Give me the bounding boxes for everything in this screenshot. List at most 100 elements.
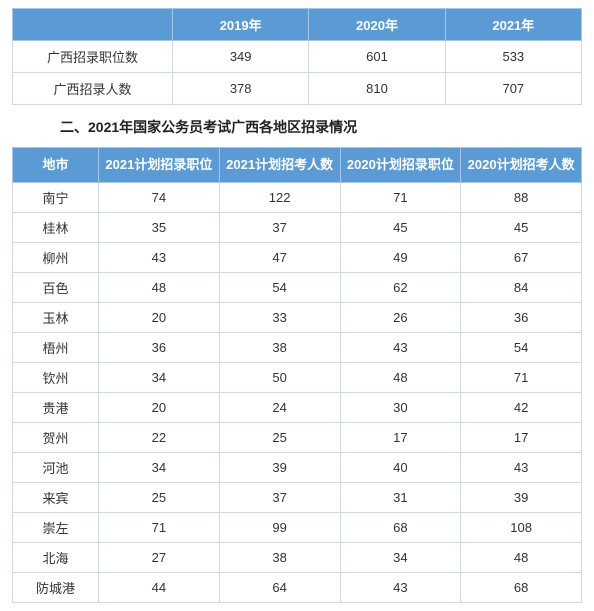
cell: 25 [99,483,220,513]
cell: 25 [219,423,340,453]
cell: 34 [99,363,220,393]
city-cell: 北海 [13,543,99,573]
cell: 122 [219,183,340,213]
city-cell: 柳州 [13,243,99,273]
cell: 45 [340,213,461,243]
cell: 38 [219,543,340,573]
cell: 43 [340,573,461,603]
cell: 36 [99,333,220,363]
table-row: 玉林20332636 [13,303,582,333]
row-label: 广西招录人数 [13,73,173,105]
cell: 64 [219,573,340,603]
col-2021-num: 2021计划招考人数 [219,148,340,183]
region-table: 地市 2021计划招录职位 2021计划招考人数 2020计划招录职位 2020… [12,147,582,603]
city-cell: 玉林 [13,303,99,333]
table-row: 贵港20243042 [13,393,582,423]
col-2020-num: 2020计划招考人数 [461,148,582,183]
cell: 39 [461,483,582,513]
city-cell: 崇左 [13,513,99,543]
city-cell: 南宁 [13,183,99,213]
table-row: 梧州36384354 [13,333,582,363]
cell: 20 [99,393,220,423]
cell: 48 [461,543,582,573]
cell: 43 [340,333,461,363]
city-cell: 河池 [13,453,99,483]
cell: 44 [99,573,220,603]
cell: 22 [99,423,220,453]
cell: 48 [340,363,461,393]
cell: 49 [340,243,461,273]
city-cell: 防城港 [13,573,99,603]
table-row: 防城港44644368 [13,573,582,603]
table-row: 桂林35374545 [13,213,582,243]
cell: 40 [340,453,461,483]
cell: 601 [309,41,445,73]
cell: 47 [219,243,340,273]
cell: 43 [99,243,220,273]
cell: 17 [461,423,582,453]
cell: 24 [219,393,340,423]
cell: 67 [461,243,582,273]
cell: 378 [173,73,309,105]
cell: 34 [340,543,461,573]
cell: 54 [219,273,340,303]
cell: 27 [99,543,220,573]
table-row: 崇左719968108 [13,513,582,543]
cell: 30 [340,393,461,423]
city-cell: 贵港 [13,393,99,423]
cell: 37 [219,213,340,243]
table-row: 南宁741227188 [13,183,582,213]
cell: 38 [219,333,340,363]
cell: 71 [340,183,461,213]
cell: 71 [461,363,582,393]
row-label: 广西招录职位数 [13,41,173,73]
table-row: 贺州22251717 [13,423,582,453]
city-cell: 桂林 [13,213,99,243]
col-2021: 2021年 [445,9,581,41]
cell: 533 [445,41,581,73]
cell: 71 [99,513,220,543]
cell: 43 [461,453,582,483]
cell: 88 [461,183,582,213]
city-cell: 来宾 [13,483,99,513]
col-2021-pos: 2021计划招录职位 [99,148,220,183]
table-row: 来宾25373139 [13,483,582,513]
table-header-row: 2019年 2020年 2021年 [13,9,582,41]
cell: 62 [340,273,461,303]
table-row: 广西招录职位数 349 601 533 [13,41,582,73]
table-row: 百色48546284 [13,273,582,303]
cell: 37 [219,483,340,513]
cell: 42 [461,393,582,423]
region-tbody: 南宁741227188桂林35374545柳州43474967百色4854628… [13,183,582,603]
cell: 349 [173,41,309,73]
city-cell: 百色 [13,273,99,303]
cell: 108 [461,513,582,543]
cell: 48 [99,273,220,303]
cell: 20 [99,303,220,333]
cell: 707 [445,73,581,105]
cell: 54 [461,333,582,363]
cell: 99 [219,513,340,543]
section-title: 二、2021年国家公务员考试广西各地区招录情况 [12,105,582,147]
cell: 31 [340,483,461,513]
cell: 35 [99,213,220,243]
cell: 74 [99,183,220,213]
cell: 50 [219,363,340,393]
cell: 36 [461,303,582,333]
cell: 17 [340,423,461,453]
table-header-row: 地市 2021计划招录职位 2021计划招考人数 2020计划招录职位 2020… [13,148,582,183]
col-2019: 2019年 [173,9,309,41]
cell: 39 [219,453,340,483]
city-cell: 钦州 [13,363,99,393]
cell: 810 [309,73,445,105]
table-row: 广西招录人数 378 810 707 [13,73,582,105]
cell: 45 [461,213,582,243]
col-city: 地市 [13,148,99,183]
table-row: 钦州34504871 [13,363,582,393]
cell: 84 [461,273,582,303]
col-2020: 2020年 [309,9,445,41]
city-cell: 梧州 [13,333,99,363]
cell: 34 [99,453,220,483]
col-2020-pos: 2020计划招录职位 [340,148,461,183]
table-row: 柳州43474967 [13,243,582,273]
